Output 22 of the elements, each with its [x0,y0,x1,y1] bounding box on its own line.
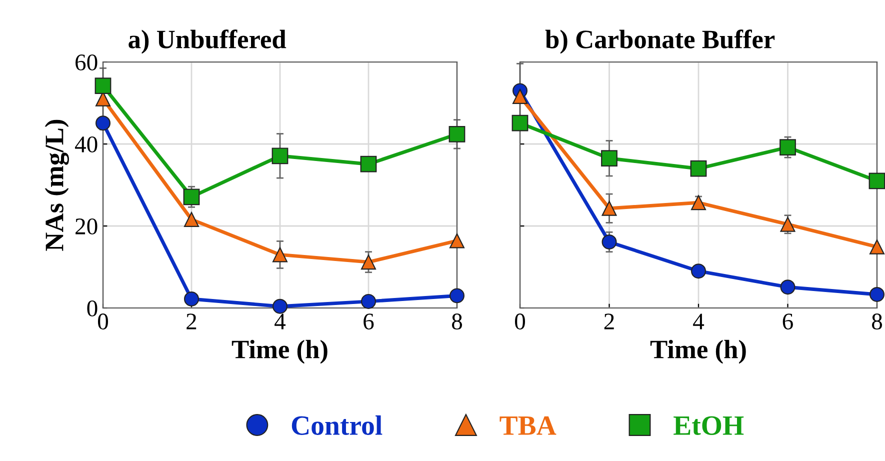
x-tick-label: 6 [364,314,374,330]
x-tick-label: 2 [186,314,196,330]
x-tick-label: 6 [782,314,793,330]
x-tick-label: 2 [604,314,614,330]
x-axis-title: Time (h) [650,340,746,364]
y-tick-label: 40 [74,136,98,152]
legend-label: EtOH [674,416,744,435]
y-tick-label: 60 [76,54,98,70]
x-tick-label: 0 [98,314,108,330]
chart-title: b) Carbonate Buffer [545,30,775,54]
y-tick-label: 0 [87,300,98,316]
y-tick-label: 20 [76,218,98,234]
x-tick-label: 4 [274,314,286,330]
x-tick-label: 4 [693,314,704,330]
x-tick-label: 0 [514,314,526,330]
x-tick-label: 8 [452,314,462,330]
x-axis-title: Time (h) [232,340,328,364]
y-axis-title: NAs (mg/L) [44,120,69,251]
chart-title: a) Unbuffered [128,30,286,54]
x-tick-label: 8 [872,314,882,330]
legend-label: Control [292,415,382,435]
legend-label: TBA [500,416,556,435]
